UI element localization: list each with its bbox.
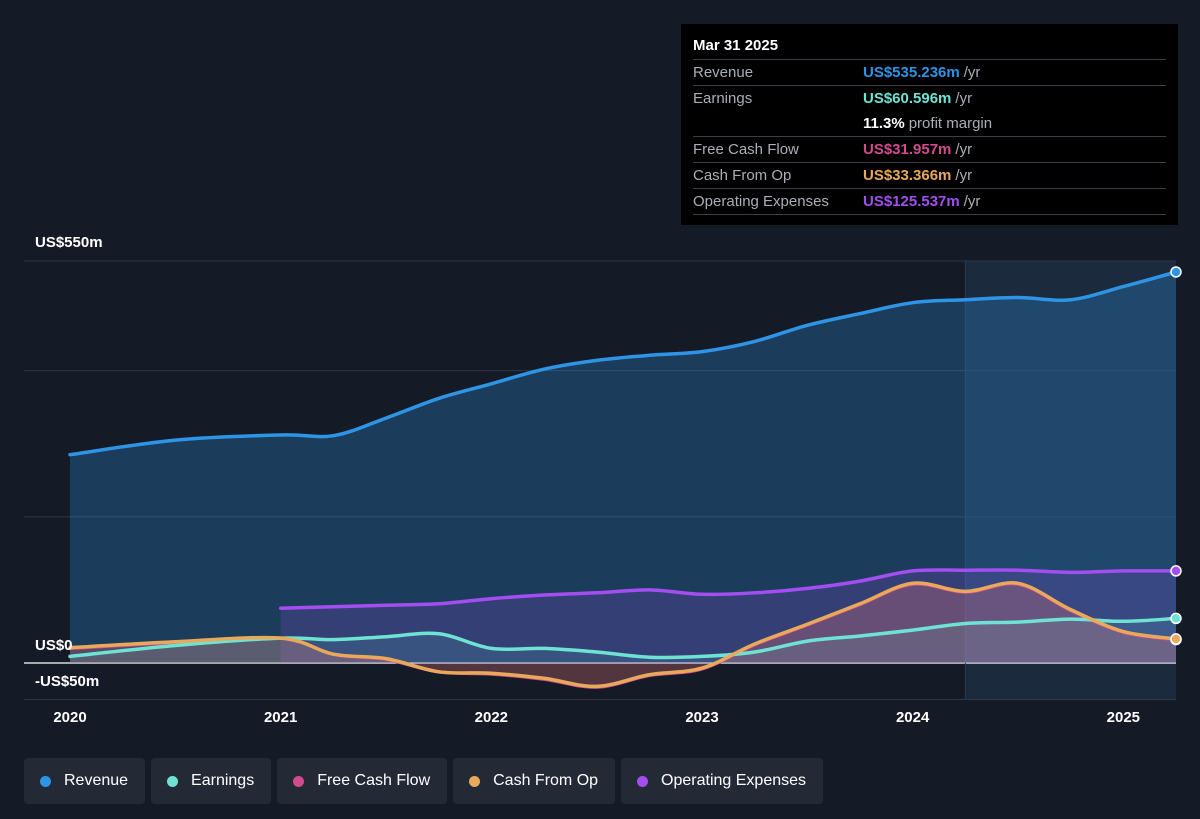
series-lines — [68, 270, 1178, 689]
tooltip-row-free-cash-flow: Free Cash Flow US$31.957m /yr — [693, 136, 1166, 162]
chart-legend: Revenue Earnings Free Cash Flow Cash Fro… — [24, 758, 824, 804]
x-tick-label: 2025 — [1106, 709, 1141, 726]
x-tick-label: 2023 — [685, 709, 719, 726]
data-tooltip: Mar 31 2025 Revenue US$535.236m /yr Earn… — [681, 24, 1178, 225]
tooltip-label: Earnings — [693, 90, 753, 107]
tooltip-row-profit-margin: 11.3% profit margin — [693, 111, 1166, 136]
legend-item-operating-expenses[interactable]: Operating Expenses — [621, 758, 824, 804]
tooltip-value: US$125.537m — [863, 193, 960, 210]
legend-item-cash-from-op[interactable]: Cash From Op — [453, 758, 616, 804]
legend-label: Operating Expenses — [661, 772, 807, 789]
chart-gridlines — [24, 260, 1176, 701]
tooltip-unit: /yr — [955, 90, 973, 107]
legend-label: Earnings — [191, 772, 255, 789]
revenue-line — [68, 270, 1178, 457]
tooltip-unit: /yr — [955, 141, 973, 158]
tooltip-value: US$31.957m — [863, 141, 952, 158]
earnings-endpoint — [1170, 612, 1182, 625]
operating-expenses-dot-icon — [637, 775, 649, 787]
cash-from-op-line — [68, 581, 1178, 689]
profit-margin-value: 11.3% — [863, 115, 905, 132]
legend-item-earnings[interactable]: Earnings — [151, 758, 272, 804]
tooltip-label: Cash From Op — [693, 167, 792, 184]
x-tick-label: 2024 — [895, 709, 930, 726]
operating-expenses-area — [280, 569, 1177, 663]
tooltip-label: Free Cash Flow — [693, 141, 799, 158]
x-tick-label: 2020 — [53, 709, 87, 726]
y-tick-label-min: -US$50m — [35, 673, 100, 690]
tooltip-label: Operating Expenses — [693, 193, 829, 210]
tooltip-row-earnings: Earnings US$60.596m /yr — [693, 85, 1166, 111]
legend-label: Revenue — [64, 772, 129, 789]
operating-expenses-line — [278, 568, 1178, 610]
operating-expenses-endpoint — [1170, 565, 1182, 577]
legend-item-free-cash-flow[interactable]: Free Cash Flow — [277, 758, 448, 804]
revenue-area — [70, 272, 1176, 663]
cash-from-op-dot-icon — [469, 775, 481, 787]
tooltip-row-operating-expenses: Operating Expenses US$125.537m /yr — [693, 188, 1166, 215]
series-areas — [70, 272, 1177, 688]
tooltip-label: Revenue — [693, 64, 754, 81]
series-endpoints — [1170, 266, 1182, 646]
y-tick-label-zero: US$0 — [35, 637, 73, 654]
tooltip-row-cash-from-op: Cash From Op US$33.366m /yr — [693, 162, 1166, 188]
legend-label: Cash From Op — [493, 772, 599, 789]
revenue-endpoint — [1170, 266, 1182, 278]
tooltip-unit: /yr — [955, 167, 973, 184]
tooltip-unit: /yr — [963, 193, 981, 210]
x-tick-label: 2021 — [263, 709, 298, 726]
profit-margin-text: profit margin — [908, 115, 993, 132]
legend-item-revenue[interactable]: Revenue — [24, 758, 146, 804]
cash-from-op-area — [70, 582, 1176, 687]
recent-period-band — [965, 261, 1176, 700]
earnings-dot-icon — [167, 775, 179, 787]
tooltip-value: US$33.366m — [863, 167, 952, 184]
revenue-dot-icon — [40, 775, 51, 787]
legend-label: Free Cash Flow — [317, 772, 431, 789]
cash-from-op-endpoint — [1170, 633, 1182, 645]
free-cash-flow-area — [70, 583, 1176, 688]
free-cash-flow-dot-icon — [293, 775, 305, 787]
tooltip-unit: /yr — [963, 64, 981, 81]
tooltip-date: Mar 31 2025 — [693, 37, 779, 54]
tooltip-value: US$535.236m — [863, 64, 960, 81]
earnings-line — [68, 616, 1178, 660]
x-tick-label: 2022 — [474, 709, 509, 726]
tooltip-value: US$60.596m — [863, 90, 952, 107]
y-tick-label-max: US$550m — [35, 234, 103, 251]
tooltip-row-revenue: Revenue US$535.236m /yr — [693, 59, 1166, 85]
earnings-area — [70, 618, 1176, 663]
